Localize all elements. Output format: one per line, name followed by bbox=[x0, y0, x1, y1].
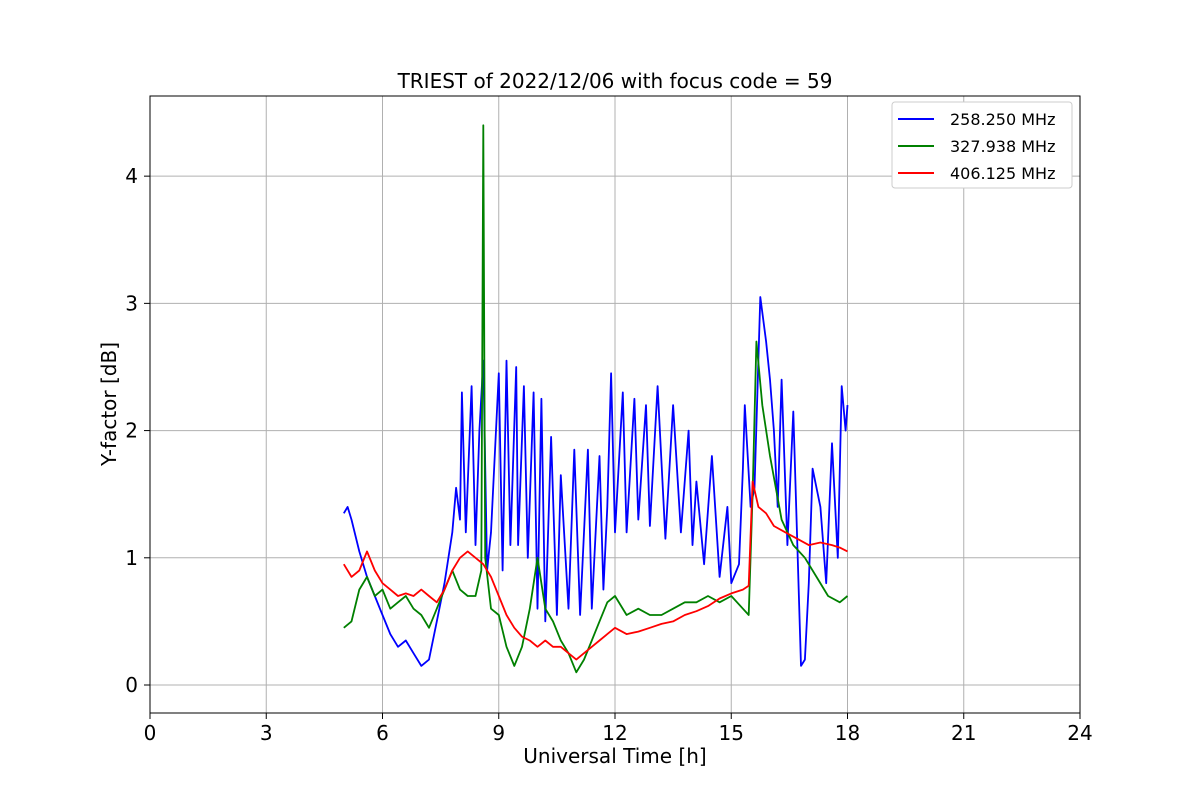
x-tick-label: 21 bbox=[951, 721, 976, 745]
y-tick-label: 2 bbox=[125, 419, 138, 443]
series-line-3 bbox=[343, 480, 848, 661]
x-tick-label: 12 bbox=[602, 721, 627, 745]
x-tick-label: 9 bbox=[492, 721, 505, 745]
x-tick-label: 18 bbox=[835, 721, 860, 745]
x-tick-label: 3 bbox=[260, 721, 273, 745]
series-line-1 bbox=[343, 296, 849, 667]
legend-label-3: 406.125 MHz bbox=[950, 164, 1055, 183]
x-tick-label: 0 bbox=[144, 721, 157, 745]
x-tick-label: 15 bbox=[719, 721, 744, 745]
y-tick-label: 0 bbox=[125, 673, 138, 697]
legend: 258.250 MHz 327.938 MHz 406.125 MHz bbox=[891, 101, 1073, 189]
y-tick-label: 4 bbox=[125, 164, 138, 188]
x-axis-label: Universal Time [h] bbox=[523, 744, 706, 768]
x-tick-label: 6 bbox=[376, 721, 389, 745]
chart-title: TRIEST of 2022/12/06 with focus code = 5… bbox=[397, 69, 833, 93]
y-axis-label: Y-factor [dB] bbox=[97, 342, 121, 467]
legend-label-1: 258.250 MHz bbox=[950, 110, 1055, 129]
legend-box bbox=[891, 101, 1073, 189]
y-tick-label: 1 bbox=[125, 546, 138, 570]
legend-label-2: 327.938 MHz bbox=[950, 137, 1055, 156]
series-layer bbox=[343, 124, 849, 674]
y-tick-label: 3 bbox=[125, 291, 138, 315]
x-tick-label: 24 bbox=[1067, 721, 1092, 745]
